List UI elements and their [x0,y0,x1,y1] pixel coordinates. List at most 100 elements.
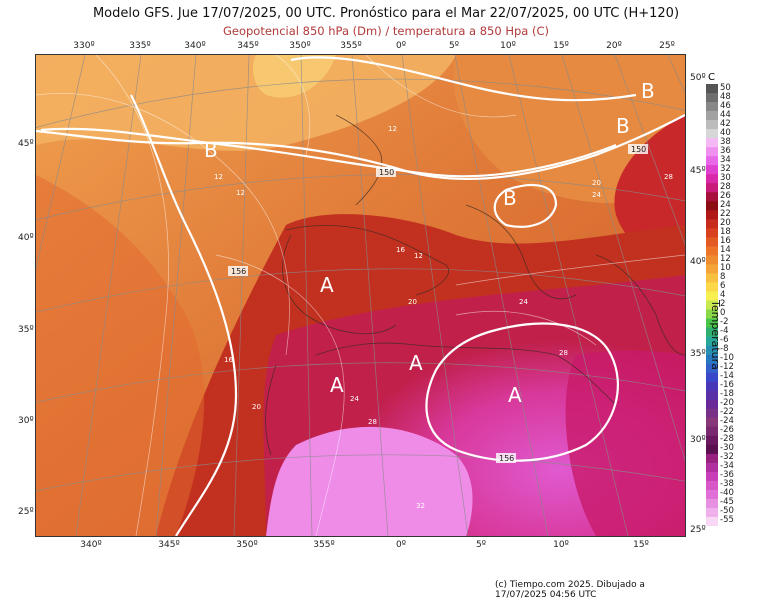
colorbar-tick-label: -45 [720,497,734,508]
colorbar-tick-label: -2 [720,317,729,328]
colorbar-swatch [706,102,718,112]
colorbar-swatch [706,219,718,229]
colorbar-swatch [706,354,718,364]
temperature-value-label: 28 [664,173,673,181]
colorbar-tick-label: -12 [720,362,734,373]
lat-label-left: 40º [18,233,34,243]
temperature-value-label: 28 [559,349,568,357]
colorbar-tick-label: 22 [720,208,731,219]
temperature-value-label: 20 [252,403,261,411]
colorbar-swatch [706,84,718,94]
lat-label-right: 25º [690,525,706,535]
low-pressure-label: B [641,79,655,103]
colorbar-swatch [706,408,718,419]
colorbar-tick-label: 12 [720,253,731,264]
lon-label-top: 15º [553,41,569,51]
contour-value-label: 156 [231,267,246,276]
temp-zone-extreme-heat [266,426,473,536]
lat-label-left: 45º [18,139,34,149]
lon-label-top: 10º [500,41,516,51]
colorbar-swatch [706,417,718,428]
colorbar-tick-label: 32 [720,163,731,174]
temp-zone-atlantic [36,175,205,536]
colorbar-tick-label: -18 [720,389,734,400]
colorbar-tick-label: 36 [720,145,731,156]
colorbar-tick-label: -38 [720,479,734,490]
lat-label-right: 45º [690,166,706,176]
contour-value-labels: 150 150 156 156 [228,144,648,463]
map-title: Modelo GFS. Jue 17/07/2025, 00 UTC. Pron… [92,6,680,21]
colorbar-swatch [706,300,718,310]
colorbar-tick-label: 38 [720,136,731,147]
lon-label-top: 0º [396,41,406,51]
lon-label-top: 350º [289,41,311,51]
temperature-colorbar [706,84,718,526]
contour-value-label: 156 [499,454,514,463]
lon-label-bottom: 15º [633,540,649,550]
lon-label-bottom: 340º [80,540,102,550]
lon-label-top: 20º [606,41,622,51]
lon-label-bottom: 0º [396,540,406,550]
colorbar-swatch [706,156,718,166]
colorbar-swatch [706,372,718,382]
temperature-value-label: 28 [368,418,377,426]
colorbar-tick-label: 48 [720,91,731,102]
colorbar-swatch [706,120,718,130]
temperature-value-label: 12 [414,252,423,260]
colorbar-swatch [706,471,718,482]
high-pressure-label: A [330,373,344,397]
colorbar-tick-label: -50 [720,506,734,517]
low-pressure-label: B [503,186,517,210]
colorbar-tick-label: 10 [720,262,731,273]
coastlines [265,114,685,456]
lon-label-bottom: 355º [313,540,335,550]
colorbar-tick-label: -55 [720,515,734,526]
temp-zone-cool-north [36,55,456,151]
colorbar-tick-label: 50 [720,82,731,93]
colorbar-unit: C [708,72,715,83]
colorbar-tick-label: 42 [720,118,731,129]
lat-label-left: 35º [18,325,34,335]
colorbar-swatch [706,228,718,238]
lat-label-left: 30º [18,416,34,426]
colorbar-swatch [706,138,718,148]
colorbar-tick-label: -14 [720,371,734,382]
colorbar-tick-label: 18 [720,226,731,237]
colorbar-swatch [706,309,718,319]
temperature-value-label: 20 [592,179,601,187]
colorbar-swatch [706,381,718,391]
colorbar-swatch [706,399,718,410]
contour-value-label: 150 [379,168,394,177]
geopotential-contours [36,56,685,536]
lat-label-right: 40º [690,257,706,267]
colorbar-swatch [706,435,718,446]
temperature-value-label: 24 [592,191,601,199]
graticule [36,55,685,536]
map-canvas: B B B B A A A A 150 150 156 156 12 12 12… [36,55,685,536]
temperature-value-label: 12 [236,189,245,197]
lon-label-bottom: 5º [476,540,486,550]
colorbar-tick-label: 20 [720,217,731,228]
colorbar-swatch [706,264,718,274]
map-subtitle: Geopotencial 850 hPa (Dm) / temperatura … [222,24,549,38]
temperature-value-labels: 12 12 12 16 12 20 24 28 16 20 24 28 32 2… [214,125,673,510]
colorbar-tick-label: -36 [720,470,734,481]
colorbar-tick-label: -20 [720,398,734,409]
colorbar-tick-label: -8 [720,344,729,355]
colorbar-swatch [706,183,718,193]
colorbar-tick-label: 30 [720,172,731,183]
colorbar-tick-label: 8 [720,271,726,282]
colorbar-swatch [706,246,718,256]
colorbar-tick-label: -28 [720,434,734,445]
colorbar-swatch [706,516,718,526]
lon-label-top: 345º [237,41,259,51]
lat-label-right: 35º [690,349,706,359]
lon-label-bottom: 345º [158,540,180,550]
colorbar-swatch [706,498,718,509]
lon-label-bottom: 350º [236,540,258,550]
forecast-map: B B B B A A A A 150 150 156 156 12 12 12… [35,54,686,600]
colorbar-tick-label: 14 [720,244,731,255]
colorbar-title: Temperatura [709,300,722,370]
colorbar-swatch [706,255,718,265]
colorbar-swatch [706,192,718,202]
